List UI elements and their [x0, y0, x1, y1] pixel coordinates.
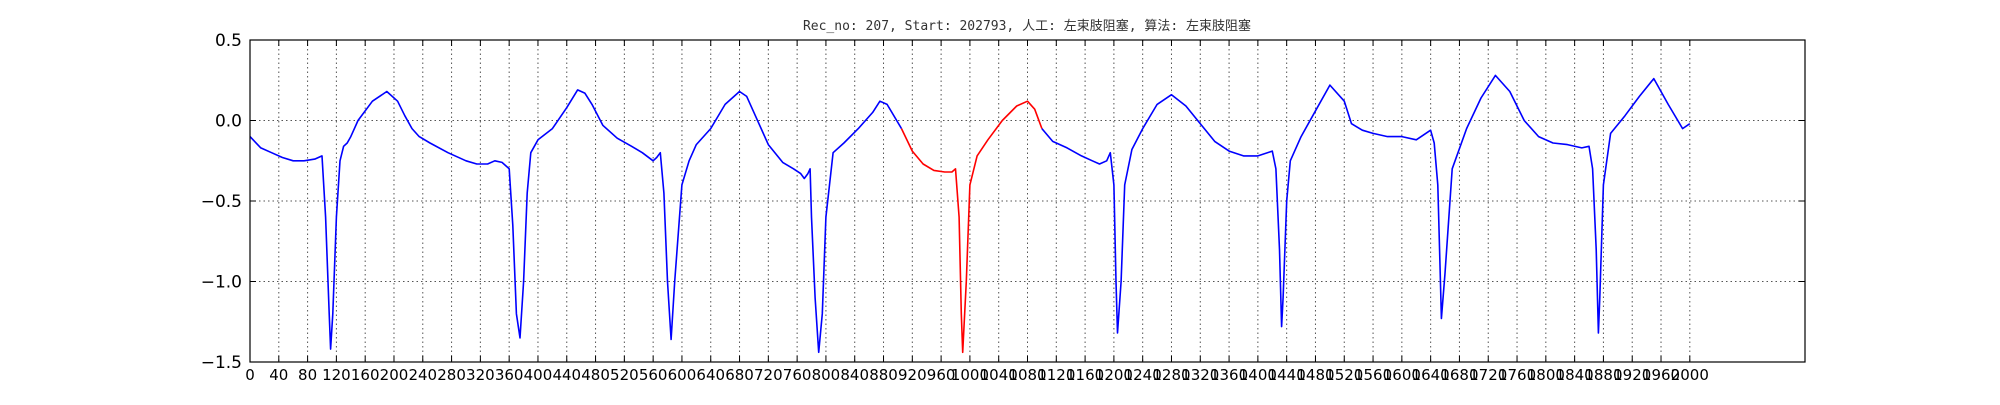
x-tick-label: 1520	[1325, 366, 1363, 384]
x-tick-label: 1680	[1440, 366, 1478, 384]
x-tick-label: 1280	[1152, 366, 1190, 384]
series-lines	[249, 74, 1691, 354]
x-tick-label: 1080	[1008, 366, 1046, 384]
x-tick-label: 1720	[1469, 366, 1507, 384]
x-tick-label: 1440	[1268, 366, 1306, 384]
x-axis-ticks: 0 40 80 120 160 200 240 280 320 360 400 440 480 520 56…	[245, 40, 1709, 384]
y-axis-ticks: −1.5 −1.0 −0.5 0.0 0.5	[201, 31, 1805, 373]
x-tick-label: 280	[437, 366, 466, 384]
x-tick-label: 760	[783, 366, 812, 384]
x-tick-label: 1000	[951, 366, 989, 384]
x-tick-label: 1600	[1383, 366, 1421, 384]
x-tick-label: 1960	[1642, 366, 1680, 384]
x-tick-label: 440	[552, 366, 581, 384]
x-tick-label: 1400	[1239, 366, 1277, 384]
x-tick-label: 840	[840, 366, 869, 384]
x-tick-label: 1920	[1613, 366, 1651, 384]
x-tick-label: 200	[380, 366, 409, 384]
x-tick-label: 560	[639, 366, 668, 384]
x-tick-label: 1840	[1556, 366, 1594, 384]
ecg-series-line	[1041, 74, 1691, 334]
x-tick-label: 1800	[1527, 366, 1565, 384]
x-tick-label: 120	[322, 366, 351, 384]
x-tick-label: 2000	[1671, 366, 1709, 384]
x-tick-label: 640	[696, 366, 725, 384]
x-tick-label: 1040	[980, 366, 1018, 384]
ecg-series-line	[249, 89, 903, 354]
chart-title: Rec_no: 207, Start: 202793, 人工: 左束肢阻塞, 算…	[803, 18, 1251, 34]
x-tick-label: 40	[269, 366, 288, 384]
x-tick-label: 720	[754, 366, 783, 384]
x-tick-label: 480	[581, 366, 610, 384]
x-tick-label: 1120	[1037, 366, 1075, 384]
x-tick-label: 1480	[1296, 366, 1334, 384]
x-tick-label: 1640	[1412, 366, 1450, 384]
y-tick-label: −0.5	[201, 192, 242, 212]
x-tick-label: 680	[725, 366, 754, 384]
x-tick-label: 1320	[1181, 366, 1219, 384]
x-tick-label: 80	[298, 366, 317, 384]
x-tick-label: 1880	[1584, 366, 1622, 384]
x-tick-label: 520	[610, 366, 639, 384]
x-tick-label: 600	[668, 366, 697, 384]
x-tick-label: 800	[812, 366, 841, 384]
x-tick-label: 1360	[1210, 366, 1248, 384]
x-tick-label: 1160	[1066, 366, 1104, 384]
x-tick-label: 320	[466, 366, 495, 384]
y-tick-label: 0.0	[215, 112, 242, 132]
x-tick-label: 1240	[1124, 366, 1162, 384]
x-tick-label: 880	[869, 366, 898, 384]
x-tick-label: 160	[351, 366, 380, 384]
x-tick-label: 960	[927, 366, 956, 384]
y-tick-label: −1.0	[201, 273, 242, 293]
x-tick-label: 240	[408, 366, 437, 384]
x-tick-label: 360	[495, 366, 524, 384]
x-tick-label: 920	[898, 366, 927, 384]
x-tick-label: 1200	[1095, 366, 1133, 384]
x-tick-label: 1560	[1354, 366, 1392, 384]
x-tick-label: 1760	[1498, 366, 1536, 384]
ecg-series-line	[900, 100, 1043, 354]
x-tick-label: 0	[245, 366, 255, 384]
y-tick-label: −1.5	[201, 353, 242, 373]
y-tick-label: 0.5	[215, 31, 242, 51]
x-tick-label: 400	[524, 366, 553, 384]
